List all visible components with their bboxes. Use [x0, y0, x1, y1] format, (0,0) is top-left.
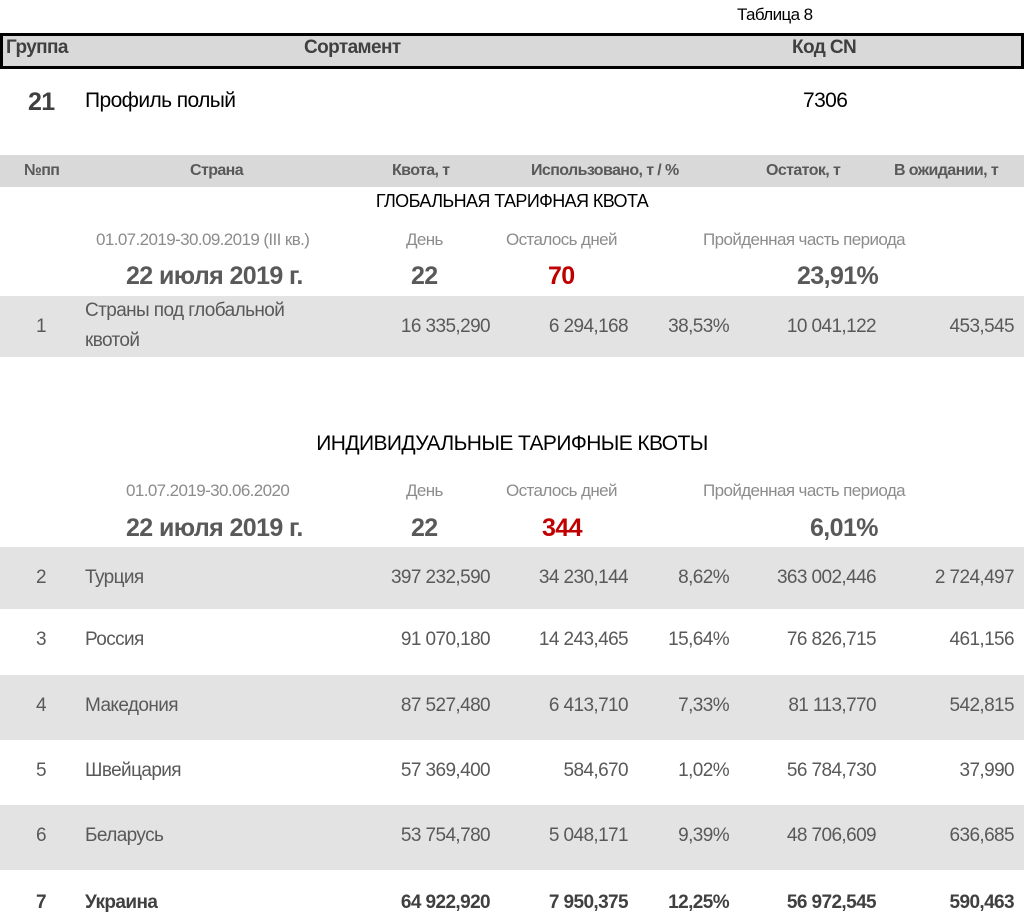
global-title: ГЛОБАЛЬНАЯ ТАРИФНАЯ КВОТА: [375, 191, 649, 211]
global-passed: 23,91%: [797, 262, 879, 290]
table-row: 7 Украина 64 922,920 7 950,375 12,25% 56 972,…: [0, 870, 1024, 923]
product-group: 21: [28, 88, 55, 116]
col-quota: Квота, т: [392, 162, 450, 179]
row-rest: 10 041,122: [786, 316, 877, 337]
individual-title: ИНДИВИДУАЛЬНЫЕ ТАРИФНЫЕ КВОТЫ: [316, 432, 708, 455]
header-cn-code: Код CN: [792, 37, 857, 58]
row-rest: 81 113,770: [788, 695, 876, 716]
row-rest: 363 002,446: [776, 567, 877, 588]
row-number: 3: [36, 629, 47, 650]
global-date: 22 июля 2019 г.: [126, 262, 303, 290]
header-assortment: Сортамент: [304, 37, 401, 58]
header-group: Группа: [6, 37, 68, 58]
individual-days-left-label: Осталось дней: [506, 481, 617, 500]
col-country: Страна: [190, 162, 244, 179]
row-quota: 16 335,290: [400, 316, 491, 337]
row-pct: 38,53%: [668, 316, 729, 337]
row-number: 5: [36, 760, 47, 781]
global-period: 01.07.2019-30.09.2019 (III кв.): [96, 230, 310, 249]
header-box: [0, 33, 1024, 69]
row-country: Швейцария: [85, 760, 182, 781]
individual-date: 22 июля 2019 г.: [126, 514, 303, 542]
row-pct: 7,33%: [678, 695, 729, 716]
individual-passed-label: Пройденная часть периода: [703, 481, 906, 500]
table-row: 6 Беларусь 53 754,780 5 048,171 9,39% 48 706,…: [0, 805, 1024, 870]
table-row: 4 Македония 87 527,480 6 413,710 7,33% 81 113…: [0, 675, 1024, 740]
col-used: Использовано, т / %: [531, 162, 679, 179]
individual-day: 22: [411, 514, 438, 542]
row-country: Россия: [85, 629, 144, 650]
row-quota: 91 070,180: [400, 629, 491, 650]
individual-days-left: 344: [542, 514, 583, 542]
row-pending: 461,156: [949, 629, 1015, 650]
row-rest: 56 972,545: [786, 892, 877, 913]
row-quota: 57 369,400: [400, 760, 491, 781]
table-label: Таблица 8: [737, 5, 813, 24]
row-quota: 53 754,780: [400, 825, 491, 846]
row-rest: 56 784,730: [786, 760, 877, 781]
row-country: Македония: [85, 695, 179, 716]
row-number: 6: [36, 825, 47, 846]
row-pct: 15,64%: [668, 629, 729, 650]
row-used: 7 950,375: [548, 892, 629, 913]
row-used: 6 294,168: [548, 316, 629, 337]
row-number: 2: [36, 567, 47, 588]
individual-period: 01.07.2019-30.06.2020: [126, 481, 290, 500]
col-number: №пп: [24, 162, 60, 179]
row-number: 7: [36, 892, 47, 913]
row-country-cont: квотой: [85, 330, 140, 351]
global-passed-label: Пройденная часть периода: [703, 230, 906, 249]
row-rest: 48 706,609: [786, 825, 877, 846]
global-days-left: 70: [548, 262, 575, 290]
row-used: 584,670: [563, 760, 629, 781]
table-row: 5 Швейцария 57 369,400 584,670 1,02% 56 784,7…: [0, 740, 1024, 805]
individual-day-label: День: [406, 481, 443, 500]
row-used: 6 413,710: [548, 695, 629, 716]
global-day-label: День: [406, 230, 443, 249]
row-used: 34 230,144: [538, 567, 629, 588]
row-used: 5 048,171: [548, 825, 629, 846]
product-cn-code: 7306: [803, 89, 848, 112]
row-pending: 590,463: [949, 892, 1015, 913]
row-quota: 397 232,590: [390, 567, 491, 588]
row-pending: 2 724,497: [934, 567, 1015, 588]
row-rest: 76 826,715: [786, 629, 877, 650]
row-pending: 542,815: [949, 695, 1015, 716]
row-pending: 636,685: [949, 825, 1015, 846]
product-name: Профиль полый: [85, 89, 236, 112]
col-rest: Остаток, т: [766, 162, 841, 179]
row-number: 1: [36, 316, 47, 337]
row-used: 14 243,465: [538, 629, 629, 650]
row-pct: 12,25%: [668, 892, 729, 913]
row-quota: 87 527,480: [400, 695, 491, 716]
table-row: 1 Страны под глобальной квотой 16 335,29…: [0, 296, 1024, 357]
row-country: Беларусь: [85, 825, 164, 846]
row-pct: 9,39%: [678, 825, 729, 846]
row-country: Страны под глобальной: [85, 300, 285, 321]
global-day: 22: [411, 262, 438, 290]
row-number: 4: [36, 695, 47, 716]
table-row: 3 Россия 91 070,180 14 243,465 15,64% 76 826,…: [0, 609, 1024, 675]
row-pct: 1,02%: [678, 760, 729, 781]
row-pending: 453,545: [949, 316, 1015, 337]
table-row: 2 Турция 397 232,590 34 230,144 8,62% 363 002…: [0, 547, 1024, 609]
row-pct: 8,62%: [678, 567, 729, 588]
row-country: Турция: [85, 567, 144, 588]
global-days-left-label: Осталось дней: [506, 230, 617, 249]
col-pending: В ожидании, т: [894, 162, 999, 179]
row-quota: 64 922,920: [400, 892, 491, 913]
individual-passed: 6,01%: [810, 514, 878, 542]
row-pending: 37,990: [959, 760, 1014, 781]
column-header-band: [0, 155, 1024, 187]
row-country: Украина: [85, 892, 158, 913]
